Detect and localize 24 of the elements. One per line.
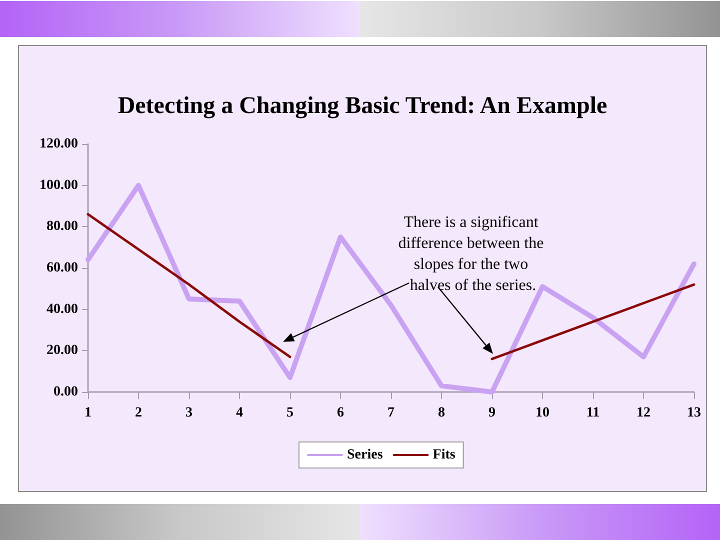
x-tick-label: 5	[286, 406, 294, 420]
x-tick-label: 6	[337, 406, 344, 420]
x-tick-label: 8	[438, 406, 445, 420]
chart-title: Detecting a Changing Basic Trend: An Example	[118, 93, 608, 119]
y-tick-label: 40.00	[46, 302, 78, 317]
y-tick-label: 20.00	[46, 343, 78, 358]
x-tick-label: 1	[84, 406, 92, 420]
x-tick-label: 4	[236, 406, 243, 420]
annotation: There is a significant difference between the slopes for the two halves of the series.	[398, 214, 548, 294]
x-tick-label: 13	[687, 406, 701, 420]
x-tick-label: 3	[186, 406, 192, 420]
y-tick-label: 100.00	[40, 178, 78, 193]
legend-label: Series	[347, 448, 384, 462]
y-tick-label: 0.00	[54, 384, 78, 400]
legend-label: Fits	[432, 448, 456, 462]
x-tick-label: 7	[388, 406, 394, 420]
y-tick-label: 60.00	[46, 260, 78, 276]
x-tick-label: 9	[488, 406, 496, 420]
y-tick-label: 80.00	[46, 219, 78, 234]
x-tick-label: 11	[586, 406, 600, 420]
y-tick-label: 120.00	[40, 136, 78, 152]
x-tick-label: 10	[536, 406, 550, 420]
x-tick-label: 12	[636, 406, 650, 420]
x-tick-label: 2	[135, 406, 142, 420]
